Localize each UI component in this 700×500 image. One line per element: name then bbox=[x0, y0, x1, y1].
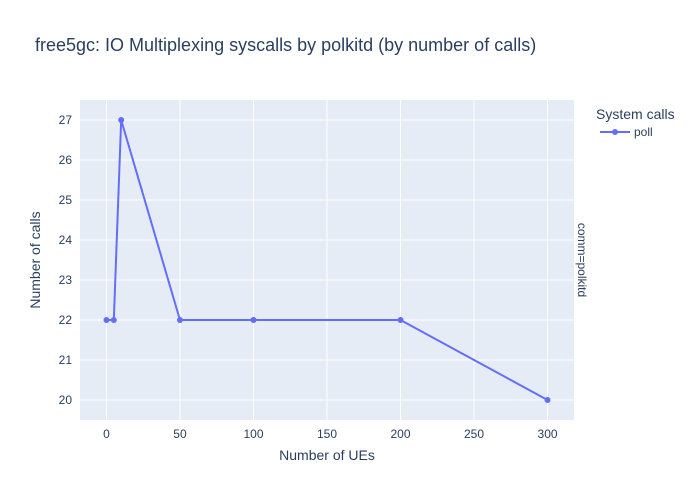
y-tick-label: 26 bbox=[59, 153, 73, 167]
y-tick-label: 22 bbox=[59, 313, 73, 327]
data-point[interactable] bbox=[250, 317, 257, 323]
data-point[interactable] bbox=[118, 117, 125, 123]
chart-title: free5gc: IO Multiplexing syscalls by pol… bbox=[35, 35, 536, 55]
y-tick-label: 25 bbox=[59, 193, 73, 207]
data-point[interactable] bbox=[397, 317, 404, 323]
x-tick-label: 150 bbox=[317, 427, 337, 441]
data-point[interactable] bbox=[176, 317, 183, 323]
y-axis-ticks: 20 21 22 23 24 25 26 27 bbox=[59, 113, 73, 407]
legend: System calls poll bbox=[596, 106, 675, 139]
legend-label: poll bbox=[634, 125, 653, 139]
y-tick-label: 21 bbox=[59, 353, 73, 367]
y-tick-label: 24 bbox=[59, 233, 73, 247]
x-axis-ticks: 0 50 100 150 200 250 300 bbox=[103, 427, 558, 441]
x-tick-label: 50 bbox=[173, 427, 187, 441]
series-layer bbox=[103, 117, 551, 403]
legend-items: poll bbox=[600, 125, 653, 139]
x-tick-label: 300 bbox=[538, 427, 558, 441]
data-point[interactable] bbox=[110, 317, 117, 323]
x-axis-title: Number of UEs bbox=[279, 447, 375, 463]
y-axis-title: Number of calls bbox=[27, 211, 43, 308]
data-point[interactable] bbox=[103, 317, 110, 323]
x-tick-label: 250 bbox=[464, 427, 484, 441]
facet-label: comm=polkitd bbox=[575, 223, 589, 297]
x-tick-label: 200 bbox=[390, 427, 410, 441]
y-tick-label: 20 bbox=[59, 393, 73, 407]
legend-title: System calls bbox=[596, 106, 675, 122]
y-tick-label: 27 bbox=[59, 113, 73, 127]
legend-item-poll[interactable]: poll bbox=[600, 125, 653, 139]
data-point[interactable] bbox=[544, 397, 551, 403]
x-tick-label: 0 bbox=[103, 427, 110, 441]
legend-marker-swatch bbox=[612, 129, 618, 135]
x-tick-label: 100 bbox=[243, 427, 263, 441]
y-tick-label: 23 bbox=[59, 273, 73, 287]
